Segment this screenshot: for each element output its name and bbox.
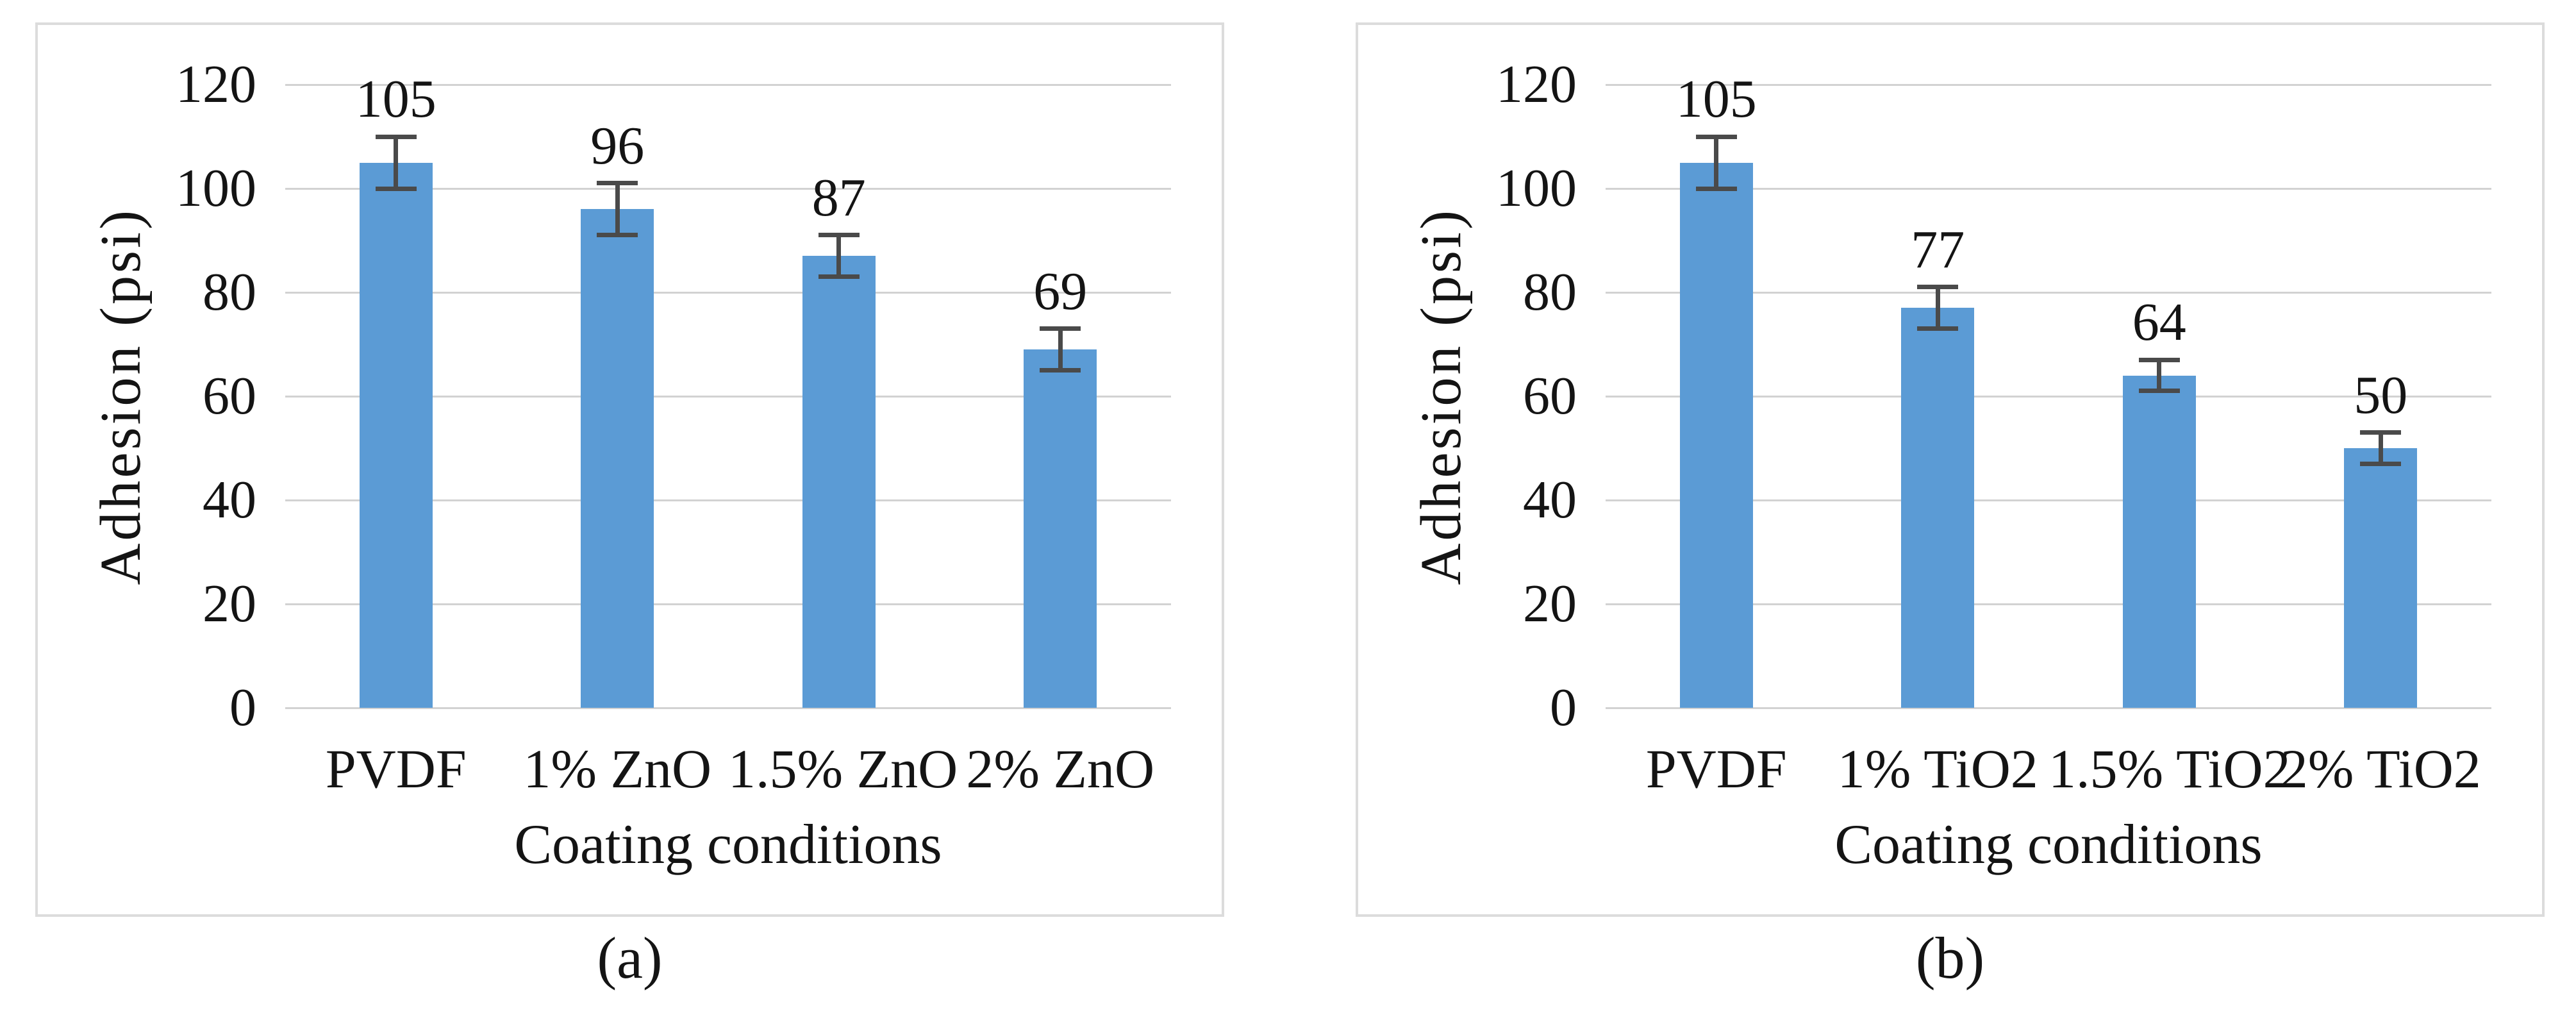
bar-value-label: 50 <box>2354 365 2408 425</box>
x-axis-title: Coating conditions <box>514 814 942 876</box>
gridline <box>1606 83 2491 86</box>
error-bar-cap <box>1917 285 1959 290</box>
error-bar-cap <box>2360 430 2402 435</box>
bar-1.5%-tio2 <box>2122 375 2196 708</box>
bar-value-label: 96 <box>590 115 645 176</box>
error-bar-cap <box>375 186 417 191</box>
plot-area-a: Coating conditions 0 20 40 60 80 100 120 105 PVD… <box>176 58 1171 873</box>
y-tick-label: 120 <box>176 54 256 114</box>
gridline <box>285 499 1171 501</box>
x-tick-label: PVDF <box>1645 738 1787 800</box>
bar-value-label: 77 <box>1911 219 1965 280</box>
bar-value-label: 105 <box>355 69 436 130</box>
y-tick-label: 40 <box>203 470 256 530</box>
y-tick-label: 20 <box>1523 574 1577 634</box>
error-bar-cap <box>1695 134 1737 139</box>
error-bar-cap <box>1040 368 1081 373</box>
error-bar-line <box>1714 137 1719 188</box>
error-bar-cap <box>2138 389 2180 394</box>
x-tick-label: 2% TiO2 <box>2280 738 2481 800</box>
y-tick-label: 120 <box>1496 54 1577 114</box>
error-bar-cap <box>1917 326 1959 331</box>
plot-area-b: Coating conditions 0 20 40 60 80 100 120 105 PVD… <box>1496 58 2491 873</box>
gridline <box>1606 187 2491 190</box>
bar-value-label: 105 <box>1675 69 1757 130</box>
y-tick-label: 0 <box>1550 678 1577 737</box>
x-axis-title: Coating conditions <box>1834 814 2263 876</box>
gridline <box>285 603 1171 605</box>
error-bar-line <box>2157 360 2162 391</box>
gridline <box>1606 291 2491 294</box>
x-tick-label: 1% TiO2 <box>1837 738 2038 800</box>
gridline <box>285 395 1171 398</box>
gridline <box>1606 707 2491 709</box>
x-tick-label: 1.5% TiO2 <box>2048 738 2291 800</box>
chart-panel-b: Adhesion (psi) Coating conditions 0 20 40 6… <box>1356 22 2545 917</box>
error-bar-cap <box>375 134 417 139</box>
bar-1%-zno <box>581 209 654 708</box>
error-bar-line <box>2378 432 2383 464</box>
error-bar-cap <box>818 233 860 238</box>
bar-value-label: 64 <box>2132 292 2186 353</box>
gridline <box>285 187 1171 190</box>
chart-panel-a: Adhesion (psi) Coating conditions 0 20 40 6… <box>35 22 1224 917</box>
error-bar-line <box>836 235 842 277</box>
error-bar-cap <box>2360 461 2402 466</box>
y-tick-label: 80 <box>1523 262 1577 322</box>
error-bar-cap <box>597 233 638 238</box>
error-bar-cap <box>1040 326 1081 331</box>
error-bar-line <box>615 183 620 235</box>
x-tick-label: 2% ZnO <box>966 738 1155 800</box>
gridline <box>1606 499 2491 501</box>
bar-value-label: 69 <box>1033 261 1088 321</box>
bar-1.5%-zno <box>802 256 876 708</box>
error-bar-cap <box>2138 357 2180 362</box>
y-tick-label: 60 <box>1523 366 1577 426</box>
error-bar-line <box>394 137 399 188</box>
error-bar-line <box>1058 328 1063 371</box>
gridline <box>1606 395 2491 398</box>
bar-2%-zno <box>1024 349 1097 708</box>
bar-2%-tio2 <box>2344 448 2418 708</box>
error-bar-cap <box>818 274 860 280</box>
y-tick-label: 80 <box>203 262 256 322</box>
error-bar-cap <box>1695 186 1737 191</box>
gridline <box>285 291 1171 294</box>
gridline <box>285 83 1171 86</box>
y-tick-label: 20 <box>203 574 256 634</box>
x-tick-label: 1% ZnO <box>523 738 712 800</box>
y-tick-label: 0 <box>229 678 256 737</box>
bar-1%-tio2 <box>1901 308 1975 708</box>
panel-caption-a: (a) <box>597 925 663 991</box>
gridline <box>285 707 1171 709</box>
bar-pvdf <box>359 162 433 708</box>
error-bar-cap <box>597 181 638 186</box>
gridline <box>1606 603 2491 605</box>
bar-pvdf <box>1679 162 1753 708</box>
x-tick-label: 1.5% ZnO <box>728 738 958 800</box>
bar-value-label: 87 <box>811 167 866 228</box>
y-tick-label: 100 <box>1496 158 1577 218</box>
y-tick-label: 40 <box>1523 470 1577 530</box>
x-tick-label: PVDF <box>325 738 467 800</box>
error-bar-line <box>1935 287 1940 329</box>
y-tick-label: 60 <box>203 366 256 426</box>
y-tick-label: 100 <box>176 158 256 218</box>
panel-caption-b: (b) <box>1915 925 1985 991</box>
